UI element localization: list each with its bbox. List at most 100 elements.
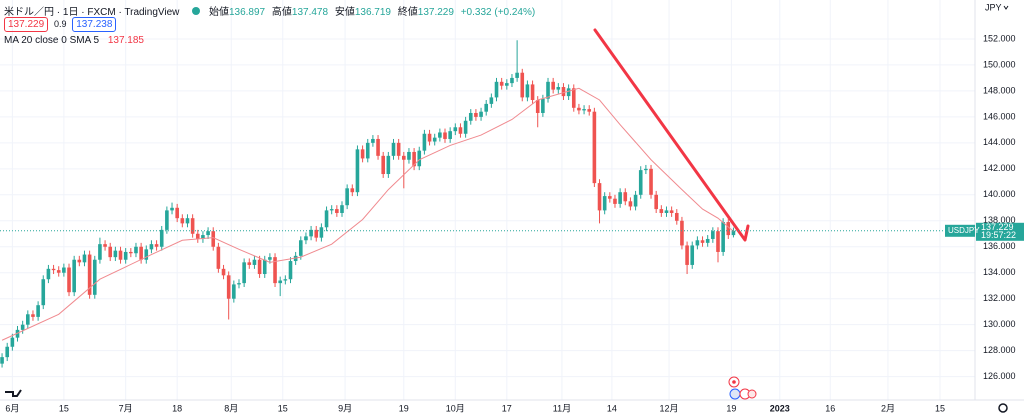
- grid: [0, 0, 975, 400]
- candle-body: [159, 229, 164, 247]
- candle-body: [705, 238, 710, 243]
- candle-body: [633, 194, 638, 207]
- currency-caret: [1003, 5, 1009, 10]
- candle-body: [628, 201, 633, 207]
- candle-body: [396, 142, 401, 156]
- y-tick-label: 130.000: [983, 319, 1016, 329]
- candle-body: [638, 170, 643, 195]
- candle-body: [474, 112, 478, 117]
- candle-body: [530, 84, 535, 100]
- candle-body: [371, 138, 375, 143]
- status-dot: [192, 7, 201, 15]
- candle-body: [340, 205, 344, 213]
- y-tick-label: 152.000: [983, 33, 1016, 43]
- candle-body: [355, 149, 360, 193]
- candle-body: [597, 183, 602, 211]
- open-value: 136.897: [228, 7, 266, 18]
- candle-body: [221, 268, 226, 276]
- buy-badge[interactable]: 137.238: [72, 17, 117, 32]
- candle-body: [26, 314, 30, 325]
- candle-body: [391, 142, 396, 156]
- candle-body: [31, 314, 35, 317]
- candle-body: [98, 244, 102, 260]
- candle-body: [582, 109, 586, 111]
- x-tick-label: 15: [935, 403, 945, 413]
- candle-body: [87, 254, 92, 295]
- y-tick-label: 142.000: [983, 163, 1016, 173]
- candle-body: [510, 77, 514, 84]
- candle-body: [654, 194, 658, 210]
- candle-body: [535, 100, 540, 113]
- candle-body: [494, 81, 499, 98]
- candle-body: [36, 305, 40, 317]
- candle-body: [170, 207, 174, 211]
- candle-body: [664, 210, 669, 213]
- candle-body: [438, 132, 442, 138]
- candle-body: [417, 150, 422, 167]
- tv-logo: [5, 389, 22, 397]
- candle-body: [314, 229, 319, 238]
- candle-body: [273, 257, 277, 284]
- high-value: 137.478: [291, 7, 329, 18]
- candle-body: [546, 81, 550, 99]
- candle-body: [711, 231, 715, 239]
- candle-body: [726, 222, 731, 236]
- candle-body: [608, 196, 612, 199]
- candle-body: [381, 155, 386, 175]
- x-tick-label: 9月: [338, 403, 352, 413]
- x-tick-label: 10月: [446, 403, 465, 413]
- symbol-label: USDJPY: [948, 226, 980, 235]
- candle-body: [46, 268, 51, 280]
- candle-body: [77, 259, 82, 263]
- sell-badge[interactable]: 137.229: [4, 17, 49, 32]
- candle-body: [165, 210, 169, 230]
- candle-body: [402, 155, 406, 160]
- x-tick-label: 6月: [5, 403, 19, 413]
- y-tick-label: 140.000: [983, 189, 1016, 199]
- x-tick-label: 19: [399, 403, 409, 413]
- header: 米ドル／円 · 1日 · FXCM · TradingView 始値136.89…: [4, 3, 539, 18]
- y-tick-label: 148.000: [983, 85, 1016, 95]
- candle-body: [201, 235, 205, 239]
- candle-body: [180, 218, 185, 224]
- currency-label[interactable]: JPY: [985, 2, 1002, 12]
- y-tick-label: 144.000: [983, 137, 1016, 147]
- candle-body: [108, 246, 113, 258]
- flag-icon[interactable]: [729, 388, 741, 400]
- low-value: 136.719: [354, 7, 391, 18]
- candle-body: [139, 246, 143, 260]
- settings-icon[interactable]: [998, 403, 1008, 413]
- event-icon[interactable]: [747, 389, 757, 399]
- candle-body: [561, 87, 566, 97]
- x-tick-label: 18: [172, 403, 182, 413]
- candle-body: [144, 249, 149, 260]
- candle-body: [288, 261, 293, 280]
- candle-body: [386, 155, 391, 175]
- x-tick-label: 2023: [770, 403, 790, 413]
- candle-body: [113, 250, 118, 258]
- candle-body: [262, 259, 267, 275]
- candle-body: [20, 324, 25, 330]
- candle-body: [407, 151, 411, 160]
- candle-body: [587, 109, 592, 112]
- candle-body: [690, 245, 695, 265]
- y-tick-label: 138.000: [983, 215, 1016, 225]
- candle-body: [427, 133, 432, 142]
- candle-body: [72, 259, 76, 293]
- candle-body: [309, 229, 313, 237]
- candle-body: [242, 262, 246, 284]
- candle-body: [360, 149, 365, 159]
- event-icon-dot: [732, 380, 736, 384]
- candle-body: [195, 233, 200, 239]
- candle-body: [185, 218, 190, 224]
- x-tick-label: 14: [607, 403, 617, 413]
- candle-body: [134, 246, 138, 254]
- candle-body: [448, 131, 452, 139]
- y-tick-label: 132.000: [983, 293, 1016, 303]
- price-label-bg: [976, 222, 1024, 241]
- y-tick-label: 126.000: [983, 371, 1016, 381]
- candle-body: [232, 284, 236, 299]
- candle-body: [335, 209, 339, 213]
- spread: 0.9: [53, 19, 67, 29]
